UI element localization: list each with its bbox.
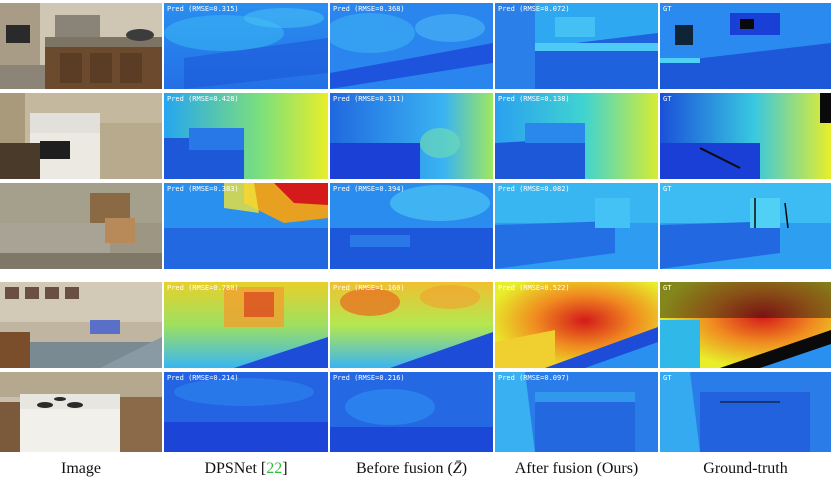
ground-truth-label: GT — [663, 284, 672, 292]
photo-row-2 — [0, 93, 162, 179]
ground-truth-depth-row-2: GT — [660, 93, 831, 179]
ground-truth-depth-row-3: GT — [660, 183, 831, 269]
after-fusion-rmse-label: Pred (RMSE=0.097) — [498, 374, 570, 382]
dpsnet-rmse-label: Pred (RMSE=0.780) — [167, 284, 239, 292]
after-fusion-rmse-label: Pred (RMSE=0.072) — [498, 5, 570, 13]
before-fusion-depth-row-2: Pred (RMSE=0.311) — [330, 93, 493, 179]
caption-ground-truth: Ground-truth — [703, 460, 788, 477]
photo-row-5 — [0, 372, 162, 452]
ground-truth-depth-row-1: GT — [660, 3, 831, 89]
dpsnet-rmse-label: Pred (RMSE=0.315) — [167, 5, 239, 13]
before-fusion-rmse-label: Pred (RMSE=0.394) — [333, 185, 405, 193]
dpsnet-rmse-label: Pred (RMSE=0.383) — [167, 185, 239, 193]
after-fusion-depth-row-3: Pred (RMSE=0.082) — [495, 183, 658, 269]
after-fusion-depth-row-4: Pred (RMSE=0.522) — [495, 282, 658, 368]
caption-before-end: ) — [461, 460, 468, 477]
caption-image: Image — [61, 460, 101, 477]
caption-before-fusion: Before fusion (Z̄) — [330, 460, 493, 478]
before-fusion-depth-row-5: Pred (RMSE=0.216) — [330, 372, 493, 452]
caption-after-fusion: After fusion (Ours) — [514, 460, 639, 477]
ground-truth-label: GT — [663, 374, 672, 382]
ground-truth-label: GT — [663, 95, 672, 103]
dpsnet-depth-row-4: Pred (RMSE=0.780) — [164, 282, 328, 368]
after-fusion-depth-row-5: Pred (RMSE=0.097) — [495, 372, 658, 452]
dpsnet-depth-row-2: Pred (RMSE=0.428) — [164, 93, 328, 179]
before-fusion-rmse-label: Pred (RMSE=1.160) — [333, 284, 405, 292]
before-fusion-depth-row-3: Pred (RMSE=0.394) — [330, 183, 493, 269]
photo-row-4 — [0, 282, 162, 368]
caption-dpsnet: DPSNet [22] — [164, 460, 328, 478]
before-fusion-rmse-label: Pred (RMSE=0.368) — [333, 5, 405, 13]
before-fusion-rmse-label: Pred (RMSE=0.311) — [333, 95, 405, 103]
dpsnet-rmse-label: Pred (RMSE=0.214) — [167, 374, 239, 382]
dpsnet-depth-row-5: Pred (RMSE=0.214) — [164, 372, 328, 452]
photo-row-3 — [0, 183, 162, 269]
photo-row-1 — [0, 3, 162, 89]
after-fusion-depth-row-2: Pred (RMSE=0.138) — [495, 93, 658, 179]
ground-truth-depth-row-4: GT — [660, 282, 831, 368]
after-fusion-rmse-label: Pred (RMSE=0.082) — [498, 185, 570, 193]
ground-truth-label: GT — [663, 5, 672, 13]
citation-link[interactable]: 22 — [266, 460, 283, 477]
figure-grid: Pred (RMSE=0.315) Pred (RMSE=0.368) Pred… — [0, 3, 831, 452]
dpsnet-rmse-label: Pred (RMSE=0.428) — [167, 95, 239, 103]
column-captions: Image DPSNet [22] Before fusion (Z̄) Aft… — [0, 456, 831, 484]
caption-dpsnet-text: DPSNet [ — [204, 460, 267, 477]
before-fusion-rmse-label: Pred (RMSE=0.216) — [333, 374, 405, 382]
caption-before-symbol: Z̄ — [452, 460, 462, 477]
ground-truth-label: GT — [663, 185, 672, 193]
after-fusion-rmse-label: Pred (RMSE=0.138) — [498, 95, 570, 103]
caption-dpsnet-end: ] — [282, 460, 288, 477]
dpsnet-depth-row-3: Pred (RMSE=0.383) — [164, 183, 328, 269]
after-fusion-rmse-label: Pred (RMSE=0.522) — [498, 284, 570, 292]
caption-before-text: Before fusion ( — [355, 460, 453, 477]
before-fusion-depth-row-1: Pred (RMSE=0.368) — [330, 3, 493, 89]
dpsnet-depth-row-1: Pred (RMSE=0.315) — [164, 3, 328, 89]
ground-truth-depth-row-5: GT — [660, 372, 831, 452]
after-fusion-depth-row-1: Pred (RMSE=0.072) — [495, 3, 658, 89]
before-fusion-depth-row-4: Pred (RMSE=1.160) — [330, 282, 493, 368]
